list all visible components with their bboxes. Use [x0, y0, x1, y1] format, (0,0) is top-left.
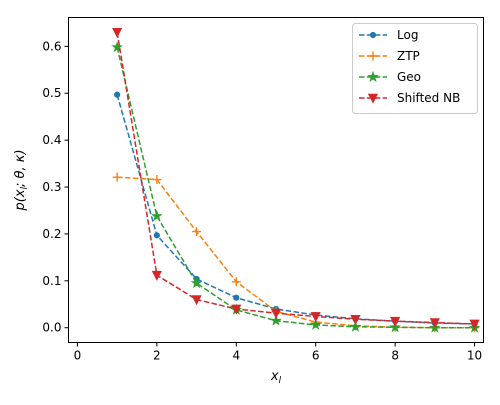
legend-label: ZTP	[397, 49, 420, 63]
y-axis: 0.0 0.1 0.2 0.3 0.4 0.5 0.6	[42, 39, 69, 335]
data-point-ztp	[152, 175, 162, 185]
data-point-ztp	[231, 277, 241, 287]
legend-item-log: Log	[359, 28, 418, 42]
data-point-ztp	[112, 172, 122, 182]
legend-swatch-marker	[369, 31, 377, 39]
x-tick-label: 8	[391, 349, 399, 363]
data-point-ztp	[192, 227, 202, 237]
data-point-shifted-nb	[191, 295, 202, 306]
series-line-ztp	[117, 176, 475, 329]
data-point-shifted-nb	[270, 308, 282, 319]
series-ztp	[112, 172, 480, 333]
legend-swatch-marker	[367, 70, 379, 82]
data-point-geo	[270, 314, 282, 326]
series-shifted-nb	[112, 27, 480, 330]
y-tick-label: 0.6	[42, 39, 61, 53]
x-tick-label: 0	[74, 349, 82, 363]
x-tick-label: 6	[312, 349, 320, 363]
y-tick-label: 0.3	[42, 180, 61, 194]
series-layer	[111, 27, 481, 333]
x-tick-label: 2	[153, 349, 161, 363]
legend: Log ZTP Geo Shifted NB	[352, 23, 478, 114]
legend-item-geo: Geo	[359, 70, 421, 84]
y-axis-label: p(xl; θ, κ)	[13, 149, 30, 211]
legend-label: Shifted NB	[397, 91, 460, 105]
x-tick-label: 10	[467, 349, 482, 363]
data-point-geo	[111, 41, 123, 53]
series-log	[114, 91, 478, 328]
data-point-log	[233, 294, 240, 301]
legend-label: Geo	[397, 70, 421, 84]
y-tick-label: 0.5	[42, 86, 61, 100]
y-tick-label: 0.0	[42, 321, 61, 335]
legend-label: Log	[397, 28, 418, 42]
series-line-geo	[116, 47, 475, 329]
y-tick-label: 0.2	[42, 227, 61, 241]
series-line-log	[116, 94, 475, 325]
legend-swatch-marker	[367, 93, 379, 104]
legend-item-shifted-nb: Shifted NB	[359, 91, 460, 105]
x-axis-label: xl	[270, 369, 282, 386]
data-point-shifted-nb	[390, 316, 401, 327]
data-point-shifted-nb	[112, 27, 123, 38]
x-axis: 0 2 4 6 8 10	[74, 342, 482, 363]
data-point-log	[114, 91, 121, 98]
data-point-shifted-nb	[310, 312, 321, 323]
data-point-shifted-nb	[350, 314, 361, 325]
x-tick-label: 4	[232, 349, 240, 363]
data-point-shifted-nb	[429, 318, 440, 329]
data-point-geo	[349, 320, 362, 332]
data-point-shifted-nb	[231, 304, 242, 315]
legend-box	[352, 23, 478, 114]
data-point-geo	[151, 210, 163, 222]
series-line-shifted-nb	[116, 32, 475, 325]
legend-swatch-marker	[368, 51, 378, 61]
legend-item-ztp: ZTP	[359, 49, 420, 63]
data-point-shifted-nb	[469, 319, 480, 330]
data-point-log	[153, 232, 160, 239]
data-point-geo	[190, 277, 203, 289]
y-tick-label: 0.1	[42, 274, 61, 288]
plot-frame	[68, 17, 484, 343]
y-tick-label: 0.4	[42, 133, 61, 147]
data-point-shifted-nb	[151, 270, 162, 281]
data-point-geo	[309, 318, 322, 330]
